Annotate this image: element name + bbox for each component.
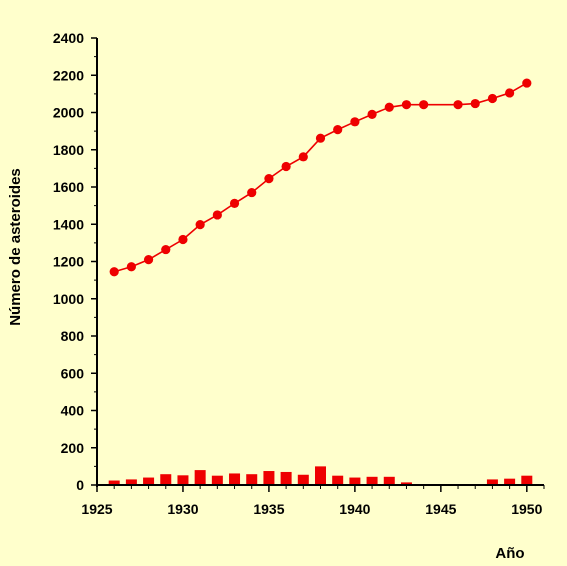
y-tick-label: 1200 xyxy=(53,254,84,270)
bar-1938 xyxy=(315,466,326,485)
bar-1933 xyxy=(229,473,241,485)
point-1935 xyxy=(264,174,274,184)
bar-1927 xyxy=(125,479,137,485)
point-1932 xyxy=(212,210,222,220)
bar-1931 xyxy=(194,470,206,485)
point-1946 xyxy=(453,100,463,110)
point-1937 xyxy=(298,152,308,162)
series-line xyxy=(113,82,528,273)
x-tick-label: 1935 xyxy=(253,501,284,517)
y-tick-label: 2400 xyxy=(53,30,84,46)
y-tick-label: 0 xyxy=(76,477,84,493)
bar-1930 xyxy=(177,475,189,485)
point-1930 xyxy=(178,234,188,245)
point-1943 xyxy=(401,100,412,110)
y-tick-label: 2200 xyxy=(53,67,84,83)
point-1948 xyxy=(487,93,498,104)
bar-1928 xyxy=(143,477,155,485)
point-1931 xyxy=(195,220,205,230)
bar-1949 xyxy=(504,478,516,485)
x-tick-label: 1925 xyxy=(81,501,112,517)
point-1949 xyxy=(505,88,515,98)
point-1947 xyxy=(470,98,480,109)
y-tick-label: 1600 xyxy=(53,179,84,195)
line-series xyxy=(109,78,532,277)
y-tick-label: 200 xyxy=(61,440,85,456)
bar-series xyxy=(108,466,533,485)
bar-1943 xyxy=(400,482,412,485)
point-1933 xyxy=(229,198,240,208)
bar-1936 xyxy=(280,471,292,485)
point-1942 xyxy=(384,102,394,112)
bar-1937 xyxy=(297,474,309,485)
x-tick-label: 1945 xyxy=(425,501,456,517)
point-1926 xyxy=(109,267,119,277)
bar-1929 xyxy=(160,474,172,485)
bar-1942 xyxy=(383,476,395,485)
point-1940 xyxy=(350,117,360,127)
point-1929 xyxy=(161,244,171,255)
bar-1939 xyxy=(332,475,344,485)
point-1939 xyxy=(333,125,343,135)
x-tick-label: 1940 xyxy=(339,501,370,517)
bar-1941 xyxy=(366,476,378,485)
point-1938 xyxy=(315,133,326,143)
x-tick-label: 1950 xyxy=(511,501,542,517)
bar-1926 xyxy=(108,480,120,485)
point-1936 xyxy=(281,161,291,172)
y-tick-label: 600 xyxy=(61,365,85,381)
bar-1950 xyxy=(521,475,533,485)
point-1941 xyxy=(367,109,377,119)
x-tick-label: 1930 xyxy=(167,501,198,517)
bar-1935 xyxy=(263,471,275,485)
bar-1934 xyxy=(246,474,258,485)
point-1928 xyxy=(143,255,154,265)
point-1927 xyxy=(126,262,136,272)
point-1950 xyxy=(522,78,532,88)
y-tick-label: 2000 xyxy=(53,105,84,121)
y-tick-label: 1000 xyxy=(53,291,84,307)
point-1934 xyxy=(247,187,257,198)
x-axis-title: Año xyxy=(495,545,524,562)
y-axis-title: Número de asteroides xyxy=(7,168,24,326)
bar-1932 xyxy=(211,475,223,485)
bar-1940 xyxy=(349,477,361,485)
point-1944 xyxy=(419,100,429,110)
y-tick-label: 400 xyxy=(61,403,85,419)
y-tick-label: 1800 xyxy=(53,142,84,158)
y-tick-label: 800 xyxy=(61,328,85,344)
ticks: 0 200 400 600 800 1000 1200 1400 1600 1800 2000 220… xyxy=(53,30,545,517)
bar-1948 xyxy=(486,479,498,485)
y-tick-label: 1400 xyxy=(53,216,84,232)
